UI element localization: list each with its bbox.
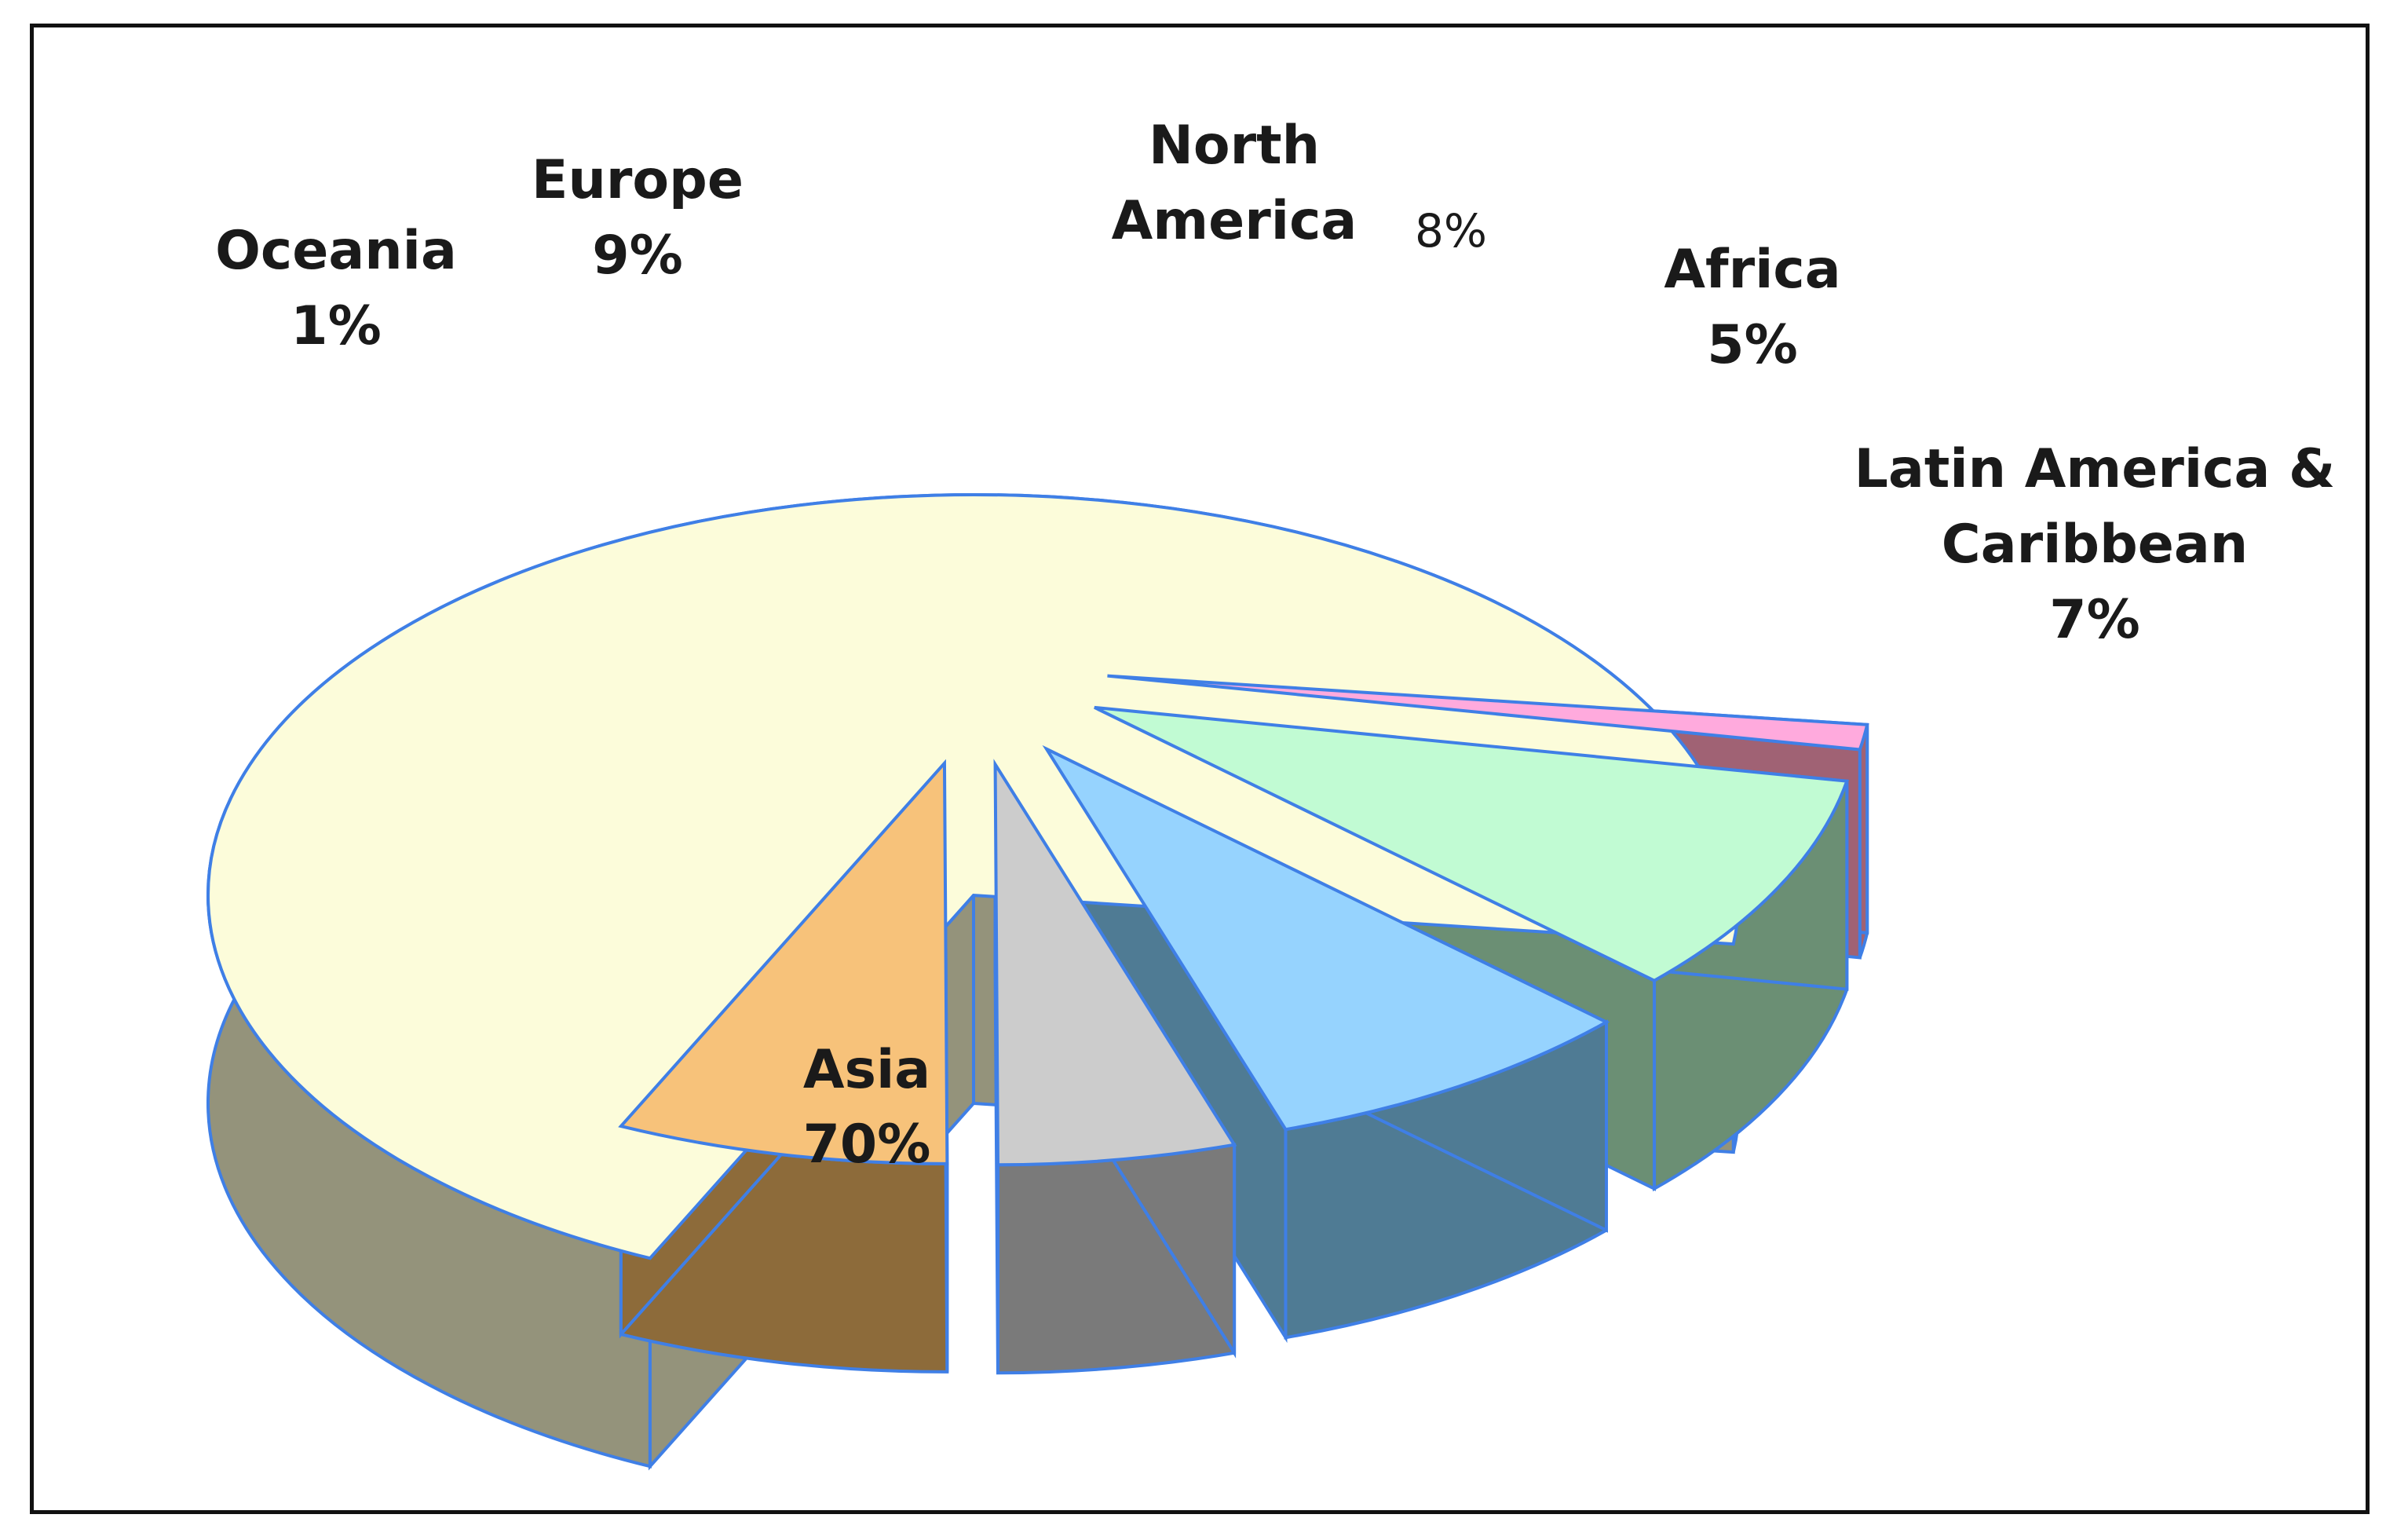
- label-europe-value: 9%: [592, 225, 682, 287]
- label-asia-value: 70%: [803, 1114, 931, 1176]
- label-africa: Africa 5%: [1664, 239, 1840, 376]
- label-north-america-line1: North: [1149, 115, 1320, 177]
- pie-slice-latin-america-caribbean: [618, 759, 949, 1165]
- label-north-america-value: 8%: [1415, 204, 1487, 258]
- label-north-america-line2: America: [1112, 190, 1357, 252]
- pie-slice-africa: [993, 759, 1237, 1167]
- label-oceania-name: Oceania: [215, 220, 457, 282]
- pie-slice-asia: [206, 493, 1741, 1260]
- label-oceania: Oceania 1%: [215, 220, 457, 357]
- label-oceania-value: 1%: [290, 295, 381, 357]
- pie-slice-oceania: [1107, 674, 1869, 752]
- pie-slice-europe: [1094, 705, 1850, 982]
- label-latin-america-line2: Caribbean: [1942, 514, 2248, 576]
- pie-tops: [206, 493, 1869, 1260]
- label-north-america: North America 8%: [1112, 115, 1487, 258]
- label-latin-america-line1: Latin America &: [1854, 438, 2336, 500]
- label-africa-name: Africa: [1664, 239, 1840, 301]
- label-asia: Asia 70%: [803, 1039, 931, 1176]
- pie-slice-north-america: [1042, 744, 1610, 1132]
- label-latin-america-value: 7%: [2049, 589, 2139, 651]
- label-asia-name: Asia: [803, 1039, 930, 1101]
- label-africa-value: 5%: [1707, 314, 1797, 376]
- label-europe: Europe 9%: [532, 149, 744, 287]
- label-latin-america: Latin America & Caribbean 7%: [1854, 438, 2336, 651]
- label-europe-name: Europe: [532, 149, 744, 211]
